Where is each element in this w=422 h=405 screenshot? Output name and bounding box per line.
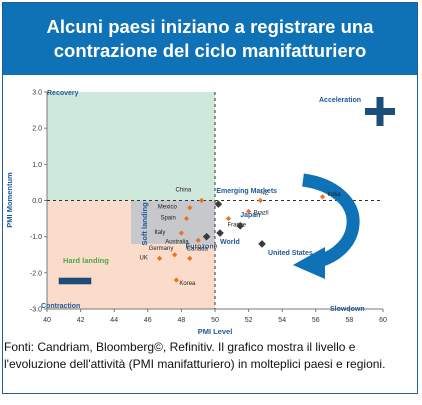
aggregate-point bbox=[216, 229, 224, 237]
clockwise-arrow-icon bbox=[293, 173, 360, 279]
country-label: Canada bbox=[187, 246, 209, 252]
country-point bbox=[183, 215, 190, 222]
x-tick-label: 50 bbox=[211, 317, 219, 324]
hard-landing-label: Hard landing bbox=[63, 256, 109, 265]
country-label: UK bbox=[140, 255, 148, 261]
y-tick-label: -3.0 bbox=[30, 307, 42, 314]
recovery-zone bbox=[47, 92, 215, 201]
y-tick-label: 2.0 bbox=[32, 126, 42, 133]
country-point bbox=[225, 215, 232, 222]
acceleration-label: Acceleration bbox=[319, 97, 361, 104]
aggregate-point bbox=[258, 240, 266, 248]
x-tick-label: 56 bbox=[312, 317, 320, 324]
country-label: Germany bbox=[149, 246, 174, 252]
title-line-2: contrazione del ciclo manifatturiero bbox=[53, 40, 367, 61]
x-tick-label: 46 bbox=[144, 317, 152, 324]
country-point bbox=[195, 237, 201, 243]
country-point bbox=[246, 208, 252, 214]
recovery-label: Recovery bbox=[47, 90, 79, 97]
y-tick-label: -2.0 bbox=[30, 270, 42, 277]
soft-landing-label: Soft landing bbox=[140, 202, 149, 246]
x-tick-label: 44 bbox=[110, 317, 118, 324]
x-tick-label: 60 bbox=[379, 317, 387, 324]
aggregate-label: Japan bbox=[240, 212, 260, 219]
soft-landing-zone bbox=[131, 200, 215, 244]
aggregate-series: Emerging Markets World Japan Eurozone United… bbox=[186, 188, 313, 257]
x-tick-label: 48 bbox=[178, 317, 186, 324]
y-tick-labels: 3.0 2.0 1.0 0.0 -1.0 -2.0 -3.0 bbox=[30, 90, 47, 314]
x-tick-label: 42 bbox=[77, 317, 85, 324]
pmi-scatter-chart: 40 42 44 46 48 50 52 54 56 58 60 3.0 2.0 1.0 0.0 -1.0 -… bbox=[5, 90, 395, 336]
minus-bar-icon bbox=[58, 277, 92, 285]
country-label: Spain bbox=[160, 216, 175, 222]
country-point bbox=[319, 194, 326, 200]
x-tick-label: 52 bbox=[245, 317, 253, 324]
x-axis-title: PMI Level bbox=[198, 327, 233, 336]
title-line-1: Alcuni paesi iniziano a registrare una bbox=[46, 16, 374, 37]
plus-icon bbox=[365, 97, 395, 126]
y-tick-label: 3.0 bbox=[32, 90, 42, 97]
figure-frame bbox=[2, 2, 418, 394]
y-tick-label: 0.0 bbox=[32, 198, 42, 205]
aggregate-label: World bbox=[220, 239, 240, 246]
title-banner: Alcuni paesi iniziano a registrare una c… bbox=[3, 3, 417, 75]
country-label: Mexico bbox=[158, 205, 178, 211]
aggregate-label: United States bbox=[268, 250, 313, 257]
aggregate-point bbox=[202, 232, 211, 241]
country-point bbox=[173, 277, 179, 283]
x-tick-label: 54 bbox=[278, 317, 286, 324]
slowdown-label: Slowdown bbox=[330, 306, 365, 313]
aggregate-label: Emerging Markets bbox=[216, 188, 277, 195]
aggregate-label: Eurozone bbox=[186, 244, 218, 251]
source-note: Fonti: Candriam, Bloomberg©, Refinitiv. … bbox=[4, 340, 386, 371]
y-tick-label: -1.0 bbox=[30, 234, 42, 241]
x-tick-label: 58 bbox=[346, 317, 354, 324]
y-axis-title: PMI Momentum bbox=[5, 172, 14, 228]
country-label: Brazil bbox=[254, 210, 269, 216]
aggregate-point bbox=[236, 222, 244, 230]
country-label: Australia bbox=[165, 239, 189, 245]
country-label: Italy bbox=[154, 230, 165, 236]
country-point bbox=[172, 252, 178, 258]
y-tick-label: 1.0 bbox=[32, 162, 42, 169]
x-tick-label: 40 bbox=[43, 317, 51, 324]
country-point bbox=[198, 197, 205, 204]
country-label: India bbox=[328, 192, 342, 198]
contraction-label: Contraction bbox=[41, 303, 80, 310]
country-point bbox=[178, 230, 184, 236]
aggregate-point bbox=[214, 200, 223, 208]
country-point bbox=[187, 205, 193, 211]
country-label: Korea bbox=[179, 281, 196, 287]
country-point bbox=[257, 197, 263, 204]
x-tick-labels: 40 42 44 46 48 50 52 54 56 58 60 bbox=[43, 309, 387, 324]
country-label: China bbox=[176, 188, 192, 194]
country-label: NZ bbox=[260, 191, 268, 197]
